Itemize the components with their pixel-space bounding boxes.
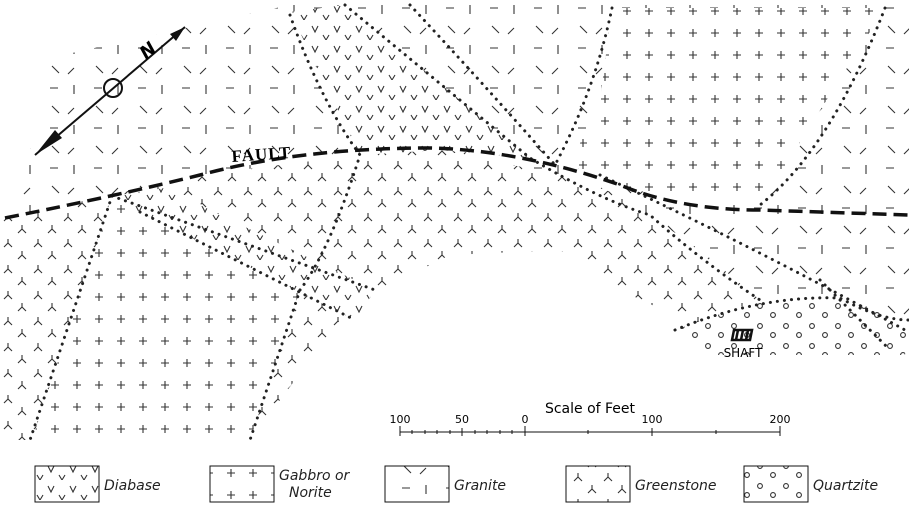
scale-label: 100 xyxy=(642,413,663,426)
scale-label: 50 xyxy=(455,413,469,426)
contact-line xyxy=(818,278,892,352)
contact-line xyxy=(28,194,114,442)
scale-title: Scale of Feet xyxy=(545,401,636,417)
gabbro-upper xyxy=(570,8,885,205)
contact-line xyxy=(553,6,614,167)
scale-label: 100 xyxy=(390,413,411,426)
fault-label: FAULT xyxy=(231,143,292,166)
shaft-label: SHAFT xyxy=(724,346,764,360)
legend-label: Gabbro or xyxy=(279,468,351,484)
contact-line xyxy=(343,3,762,302)
scale-bar: Scale of Feet 100 50 0 100 200 xyxy=(390,401,791,436)
fault-line xyxy=(4,146,909,220)
regions xyxy=(0,5,909,440)
contacts xyxy=(4,3,909,442)
diabase-strip-lower xyxy=(112,188,375,320)
legend-label: Diabase xyxy=(104,478,161,494)
legend-label: Greenstone xyxy=(635,478,717,494)
legend: Diabase Gabbro or Norite Granite Greenst… xyxy=(34,465,878,503)
legend-label: Norite xyxy=(289,485,332,501)
legend-swatch xyxy=(565,465,631,503)
contact-line xyxy=(110,194,377,322)
legend-label: Granite xyxy=(454,478,506,494)
contact-line xyxy=(758,6,887,207)
contact-line xyxy=(408,3,557,167)
contact-line xyxy=(248,13,362,442)
legend-swatch xyxy=(384,465,450,503)
diabase-strip-upper xyxy=(290,5,530,158)
shaft-symbol xyxy=(730,328,754,342)
legend-swatch xyxy=(209,465,275,503)
scale-label: 200 xyxy=(770,413,791,426)
legend-label: Quartzite xyxy=(813,478,878,494)
contact-line xyxy=(598,173,907,332)
scale-label: 0 xyxy=(522,413,529,426)
legend-swatch xyxy=(743,465,809,503)
legend-swatch xyxy=(34,465,100,503)
